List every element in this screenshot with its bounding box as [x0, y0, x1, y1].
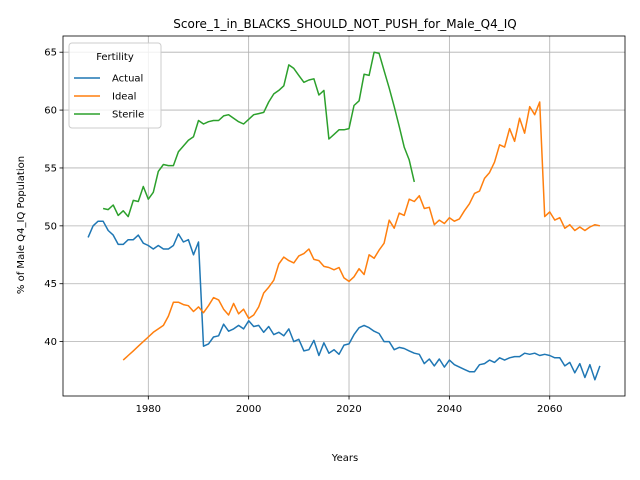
legend: Fertility Actual Ideal Sterile: [68, 42, 162, 129]
x-tick-label: 2060: [537, 404, 562, 415]
x-tick-label: 1980: [136, 404, 161, 415]
legend-label-actual: Actual: [112, 74, 143, 85]
series-lines: [87, 51, 601, 381]
legend-title: Fertility: [96, 52, 134, 63]
series-line-actual: [87, 220, 601, 381]
legend-label-sterile: Sterile: [112, 110, 144, 121]
x-tick-label: 2000: [236, 404, 261, 415]
legend-label-ideal: Ideal: [112, 92, 136, 103]
x-axis-ticks: 1980 2000 2020 2040 2060: [136, 396, 562, 415]
chart-title: Score_1_in_BLACKS_SHOULD_NOT_PUSH_for_Ma…: [173, 17, 516, 31]
series-line-ideal: [122, 101, 601, 361]
y-tick-label: 45: [44, 279, 57, 290]
y-tick-label: 60: [44, 106, 57, 117]
y-tick-label: 55: [44, 163, 57, 174]
y-axis-ticks: 40 45 50 55 60 65: [44, 48, 63, 348]
legend-box: [68, 42, 162, 129]
legend-entries: Actual Ideal Sterile: [74, 74, 144, 121]
y-tick-label: 50: [44, 221, 57, 232]
series-line-sterile: [102, 51, 416, 218]
y-axis-label: % of Male Q4_IQ Population: [16, 156, 27, 294]
x-axis-label: Years: [331, 453, 358, 464]
y-tick-label: 40: [44, 337, 57, 348]
x-tick-label: 2020: [336, 404, 361, 415]
plot-frame: [62, 35, 626, 397]
x-tick-label: 2040: [437, 404, 462, 415]
y-tick-label: 65: [44, 48, 57, 59]
